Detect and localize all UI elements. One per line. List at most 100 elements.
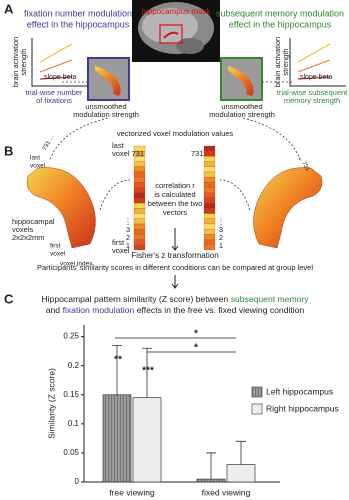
voxel-cell: [203, 213, 216, 219]
error-bar: [112, 344, 122, 395]
panel-label: B: [4, 143, 13, 158]
voxel-cell: [133, 187, 146, 193]
voxel-cell: [203, 161, 216, 167]
voxel-cell: [133, 239, 146, 245]
voxel-cell: [133, 166, 146, 173]
voxel-cell: [203, 197, 216, 204]
voxel-cell: [203, 182, 216, 188]
voxel-cell: [203, 192, 216, 199]
title-part: subsequent memory: [231, 294, 310, 304]
right-hippocampus-voxels: [253, 167, 323, 249]
right-roi-blob: [228, 66, 254, 96]
arrow: [49, 117, 109, 161]
error-bar: [236, 440, 246, 465]
voxel-cell: [133, 234, 146, 240]
right-mini-plot: [262, 38, 346, 87]
voxel-index: 3: [126, 225, 130, 234]
voxel-cell: [133, 203, 146, 209]
chart-title: Hippocampal pattern similarity (Z score)…: [41, 294, 309, 304]
slope-label: slope beta: [300, 74, 332, 81]
arrow: [242, 117, 301, 161]
voxel-cell: [133, 197, 146, 204]
bar: [132, 397, 162, 483]
vector-label: first: [112, 238, 125, 247]
voxel-cell: [133, 229, 146, 235]
slope-label: slope beta: [44, 74, 76, 81]
voxel-vectors: [133, 145, 216, 251]
significance: **: [114, 355, 122, 366]
voxel-cell: [133, 192, 146, 199]
title-part: and: [46, 305, 61, 315]
y-axis-label: strength: [281, 48, 290, 75]
voxel-cell: [133, 223, 146, 230]
voxel-cell: [203, 223, 216, 230]
y-axis-label: Similarity (Z score): [46, 368, 56, 439]
voxel-cell: [203, 145, 216, 152]
right-title: subsequent memory modulation: [216, 8, 344, 18]
caption: unsmoothed: [221, 102, 262, 111]
heading: vectorized voxel modulation values: [117, 129, 234, 138]
panel-label: A: [4, 1, 14, 16]
vector-label: voxel 731: [112, 149, 144, 158]
voxel-cell: [133, 208, 146, 214]
voxel-index: ⋮: [124, 217, 132, 226]
y-axis-label: strength: [19, 48, 28, 75]
brain-label: voxel: [50, 251, 66, 258]
y-tick-label: 0.25: [63, 332, 79, 341]
legend-label: Left hippocampus: [266, 386, 333, 396]
brain-label: voxels: [12, 225, 34, 234]
caption: unsmoothed: [85, 102, 126, 111]
vector-label: voxel: [112, 246, 130, 255]
arrow: [219, 179, 251, 211]
voxel-cell: [203, 177, 216, 183]
mask-label: hippocampus mask: [142, 7, 212, 16]
brain-label: voxel: [30, 163, 46, 170]
voxel-cell: [203, 151, 216, 157]
x-axis-label: memory strength: [284, 96, 340, 105]
error-bar: [206, 452, 216, 480]
legend-swatch: [251, 386, 263, 398]
y-tick-label: 0.1: [68, 419, 80, 428]
caption: modulation strength: [73, 110, 139, 119]
x-tick-label: free viewing: [109, 487, 155, 497]
correlation-note: vectors: [163, 208, 187, 217]
voxel-index: 2: [219, 233, 223, 242]
voxel-index: ⋮: [217, 217, 225, 226]
brain-label: voxel index: [60, 261, 93, 268]
chart-title: and fixation modulation effects in the fre…: [46, 305, 305, 315]
y-tick-label: 0.2: [68, 361, 80, 370]
correlation-note: between the two: [148, 199, 203, 208]
voxel-cell: [133, 213, 146, 219]
left-title: effect in the hippocampus: [27, 19, 130, 29]
y-axis-label: brain activation: [273, 37, 282, 87]
left-title: fixation number modulation: [24, 8, 132, 18]
bar: [196, 478, 226, 483]
significance: ***: [142, 366, 154, 377]
brain-label: first: [50, 243, 61, 250]
fisher-note: Fisher's z transformation: [131, 251, 218, 260]
voxel-cell: [203, 171, 216, 178]
bar: [102, 394, 132, 483]
caption: modulation strength: [209, 110, 275, 119]
voxel-cell: [203, 218, 216, 225]
voxel-cell: [203, 244, 216, 251]
voxel-cell: [203, 203, 216, 209]
correlation-note: is calculated: [154, 190, 195, 199]
right-title: effect in the hippocampus: [229, 19, 332, 29]
voxel-cell: [133, 182, 146, 188]
left-roi-blob: [95, 66, 121, 96]
arrow: [99, 179, 131, 211]
vector-label: 731: [191, 149, 204, 158]
left-mini-plot: [31, 38, 88, 87]
voxel-cell: [133, 161, 146, 167]
voxel-cell: [133, 177, 146, 183]
voxel-cell: [203, 234, 216, 240]
error-bar: [142, 347, 152, 398]
left-hippocampus-voxels: [26, 167, 96, 249]
voxel-index: 3: [219, 225, 223, 234]
x-tick-label: fixed viewing: [202, 487, 251, 497]
group-note: Participants' similarity scores in diffe…: [37, 263, 313, 272]
bar: [226, 464, 256, 483]
x-axis-label: trial-wise number: [25, 88, 83, 97]
